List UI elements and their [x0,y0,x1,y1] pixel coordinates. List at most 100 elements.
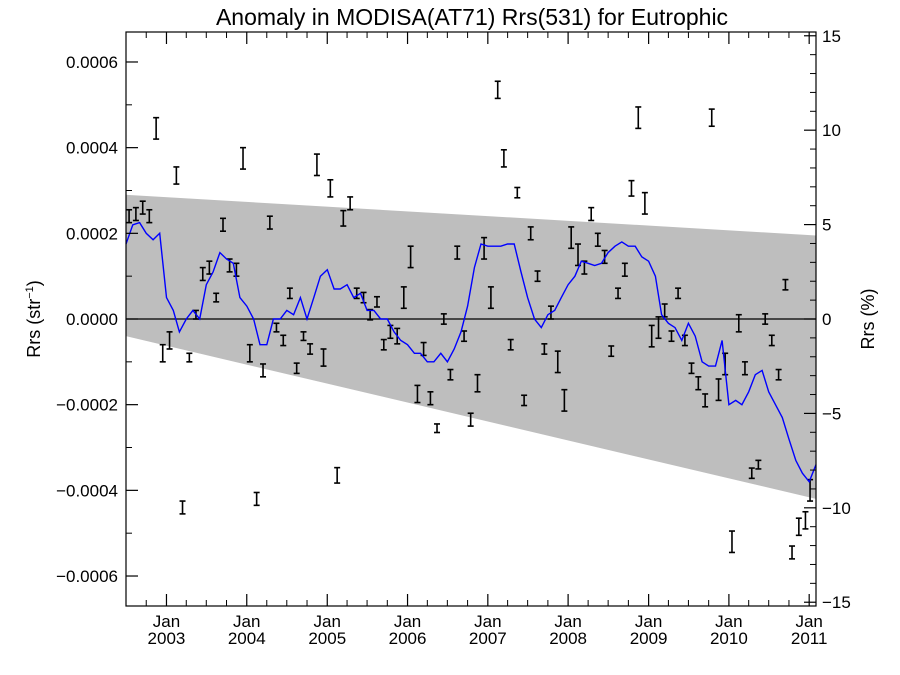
y-axis-right-title: Rrs (%) [858,289,878,350]
observation-point [461,330,468,343]
observation-point [594,232,601,247]
observation-point [588,206,595,222]
observation-point [380,338,387,351]
observation-point [688,362,695,375]
y-axis-left-title-main: Rrs (str [24,299,44,358]
observation-point [608,345,615,358]
x-tick-year: 2009 [630,629,668,648]
x-tick-month: Jan [715,612,742,631]
observation-point [246,343,253,363]
observation-point [702,393,709,408]
observation-point [681,334,688,347]
observation-point [735,313,742,333]
left-axis: 0.0006 0.0004 0.0002 0.0000 −0.0002 −0.0004 −0… [56,53,138,586]
y-axis-left-title-sup: −1 [24,286,36,299]
observation-point [561,388,568,412]
observation-point [635,106,642,130]
observation-point [782,278,789,291]
observation-point [440,313,447,325]
right-tick-label: −5 [822,404,841,423]
running-mean-layer [125,221,817,484]
x-tick-month: Jan [233,612,260,631]
x-tick-month: Jan [153,612,180,631]
observation-point [139,200,146,215]
left-tick-label: −0.0002 [56,396,118,415]
observation-point [768,334,775,347]
observation-point [601,249,608,265]
x-tick-year: 2007 [469,629,507,648]
observation-point [521,394,528,407]
x-tick-month: Jan [635,612,662,631]
observations-layer [126,80,814,560]
band-layer [126,194,816,499]
confidence-band [126,194,816,499]
x-tick-month: Jan [795,612,822,631]
observation-point [300,331,307,342]
observation-point [280,334,287,347]
observation-point [220,217,227,232]
observation-point [454,245,461,260]
observation-point [293,362,300,375]
observation-point [427,391,434,406]
y-axis-left-title: Rrs (str−1) [24,280,44,358]
right-tick-label: 10 [822,121,841,140]
observation-point [628,179,635,197]
observation-point [434,423,441,434]
left-tick-label: 0.0004 [66,139,118,158]
x-axis: Jan2003Jan2004Jan2005Jan2006Jan2007Jan20… [125,32,828,648]
observation-point [474,373,481,393]
observation-point [795,517,802,537]
observation-point [307,343,314,355]
right-tick-label: −10 [822,499,851,518]
observation-point [789,545,796,560]
x-tick-year: 2010 [710,629,748,648]
observation-point [527,226,534,241]
right-tick-label: 15 [822,27,841,46]
observation-point [675,287,682,300]
plot-area: 0.0006 0.0004 0.0002 0.0000 −0.0002 −0.0004 −0… [56,27,851,648]
observation-point [708,108,715,128]
observation-point [487,286,494,310]
observation-point [199,266,206,282]
observation-point [159,343,166,363]
observation-point [340,209,347,227]
observation-point [132,206,139,222]
observation-point [407,245,414,269]
observation-point [447,368,454,381]
x-tick-month: Jan [554,612,581,631]
observation-point [568,226,575,250]
observation-point [186,352,193,363]
x-tick-month: Jan [314,612,341,631]
observation-point [494,80,501,100]
left-tick-label: −0.0006 [56,567,118,586]
right-tick-label: 0 [822,310,831,329]
x-tick-year: 2004 [228,629,266,648]
observation-point [541,343,548,355]
observation-point [554,350,561,374]
x-tick-year: 2005 [308,629,346,648]
observation-point [748,467,755,480]
observation-point [615,287,622,300]
x-tick-year: 2006 [389,629,427,648]
x-tick-month: Jan [394,612,421,631]
observation-point [153,116,160,140]
observation-point [400,286,407,310]
observation-point [762,313,769,325]
observation-point [320,348,327,367]
right-tick-label: −15 [822,593,851,612]
observation-point [648,324,655,348]
observation-point [286,287,293,300]
observation-point [414,384,421,404]
observation-point [755,459,762,470]
x-tick-year: 2003 [148,629,186,648]
observation-point [213,292,220,303]
observation-point [500,148,507,168]
observation-point [514,186,521,199]
observation-point [327,178,334,198]
observation-point [173,166,180,185]
observation-point [367,308,374,321]
observation-point [166,331,173,350]
left-tick-label: 0.0006 [66,53,118,72]
x-tick-year: 2011 [791,629,828,648]
observation-point [373,295,380,308]
